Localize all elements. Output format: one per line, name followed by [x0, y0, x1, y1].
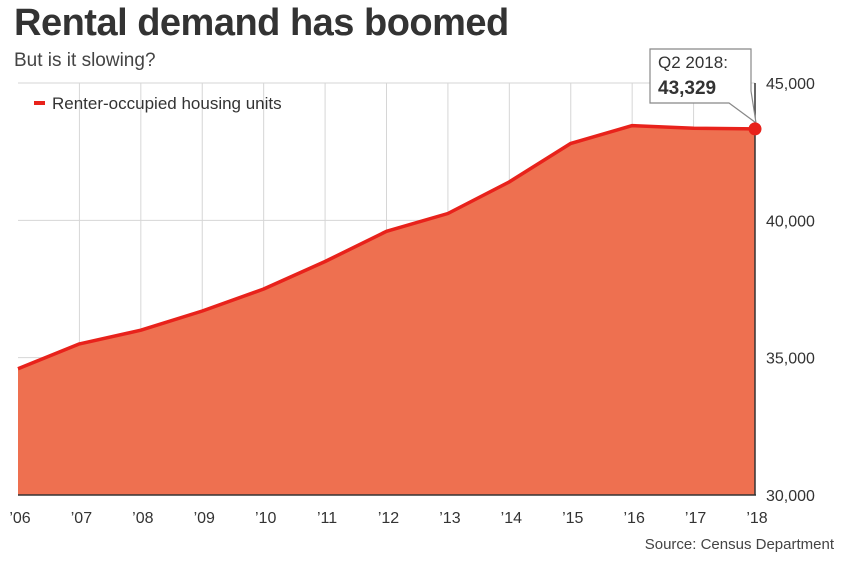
callout: Q2 2018: 43,329 [650, 49, 756, 123]
legend: Renter-occupied housing units [34, 94, 282, 113]
x-tick-label: ’17 [685, 510, 706, 527]
x-tick-label: ’12 [378, 510, 399, 527]
point-layer [749, 122, 762, 135]
x-tick-label: ’18 [746, 510, 767, 527]
x-tick-label: ’09 [194, 510, 215, 527]
source-note: Source: Census Department [645, 536, 834, 553]
x-tick-label: ’11 [317, 510, 337, 527]
callout-label: Q2 2018: [658, 53, 728, 72]
callout-value: 43,329 [658, 78, 716, 99]
y-tick-label: 30,000 [766, 488, 815, 505]
x-tick-label: ’15 [562, 510, 583, 527]
x-tick-label: ’13 [439, 510, 460, 527]
x-tick-label: ’08 [132, 510, 153, 527]
area-chart: ’06 ’07 ’08 ’09 ’10 ’11 ’12 ’13 ’14 ’15 ’16 ’17 ’18 3… [0, 0, 865, 565]
y-tick-label: 45,000 [766, 76, 815, 93]
legend-swatch [34, 101, 45, 105]
last-point-marker [749, 122, 762, 135]
x-tick-label: ’16 [623, 510, 644, 527]
x-tick-label: ’06 [9, 510, 30, 527]
x-tick-label: ’07 [71, 510, 92, 527]
legend-label: Renter-occupied housing units [52, 94, 282, 113]
x-tick-label: ’14 [501, 510, 522, 527]
x-tick-label: ’10 [255, 510, 276, 527]
y-tick-label: 40,000 [766, 213, 815, 230]
y-tick-label: 35,000 [766, 351, 815, 368]
